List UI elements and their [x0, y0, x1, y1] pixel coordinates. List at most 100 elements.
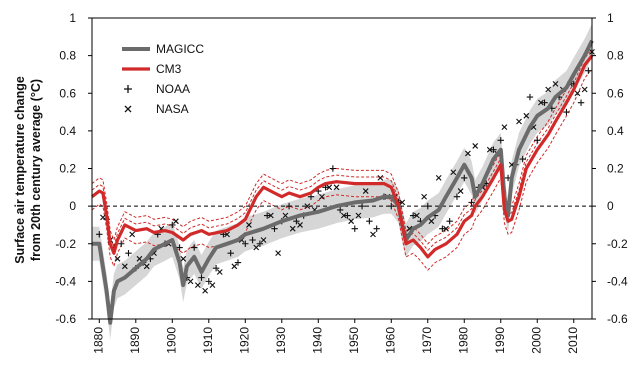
- noaa-point: [190, 244, 198, 251]
- y-tick-label-left: -0.2: [55, 237, 76, 251]
- noaa-point: [577, 99, 585, 106]
- x-tick-label: 1940: [310, 327, 324, 354]
- x-tick-label: 1930: [274, 327, 288, 354]
- nasa-point: [545, 86, 552, 93]
- nasa-point: [435, 175, 442, 181]
- noaa-point: [563, 108, 570, 116]
- noaa-point: [446, 217, 453, 225]
- y-tick-label-right: -0.6: [607, 312, 628, 326]
- y-tick-label-right: 0.8: [607, 49, 624, 63]
- legend-label-magicc: MAGICC: [156, 42, 204, 56]
- noaa-point: [263, 212, 271, 219]
- y-tick-label-left: 0.6: [59, 86, 76, 100]
- nasa-point: [574, 90, 581, 97]
- x-tick-label: 1980: [456, 327, 470, 354]
- x-tick-label: 1880: [91, 327, 105, 354]
- x-tick-label: 1890: [128, 327, 142, 354]
- nasa-point: [355, 212, 362, 219]
- y-tick-label-right: 0.2: [607, 162, 624, 176]
- x-tick-label: 2000: [529, 327, 543, 354]
- noaa-point: [351, 225, 358, 232]
- legend-swatch-noaa: [124, 85, 132, 93]
- y-tick-label-left: 0.2: [59, 162, 76, 176]
- nasa-point: [428, 218, 435, 225]
- nasa-point: [202, 287, 209, 294]
- y-tick-label-left: -0.4: [55, 274, 76, 288]
- nasa-point: [457, 188, 464, 194]
- nasa-point: [121, 263, 128, 270]
- noaa-point: [256, 240, 264, 247]
- noaa-point: [534, 137, 541, 144]
- magicc-uncertainty-band: [92, 23, 592, 340]
- nasa-point: [552, 80, 559, 87]
- noaa-point: [497, 137, 504, 144]
- nasa-point: [516, 118, 522, 125]
- nasa-point: [253, 244, 260, 251]
- y-tick-label-left: 0.8: [59, 49, 76, 63]
- model-series-lines: [91, 39, 594, 325]
- nasa-point: [465, 150, 471, 157]
- noaa-point: [234, 259, 242, 266]
- x-tick-label: 1960: [383, 327, 397, 354]
- y-tick-label-left: 1: [69, 11, 76, 25]
- x-tick-label: 1950: [347, 327, 361, 354]
- nasa-point: [450, 169, 457, 176]
- nasa-point: [173, 218, 179, 225]
- y-tick-label-right: 0.4: [607, 124, 624, 138]
- noaa-point: [526, 93, 534, 101]
- nasa-point: [472, 143, 479, 149]
- noaa-point: [176, 244, 183, 251]
- noaa-point: [461, 174, 468, 182]
- y-tick-label-left: 0: [69, 199, 76, 213]
- noaa-point: [125, 249, 132, 257]
- nasa-point: [187, 278, 194, 285]
- nasa-point: [501, 124, 508, 131]
- noaa-point: [388, 202, 395, 210]
- noaa-point: [293, 217, 300, 225]
- nasa-point: [114, 255, 121, 262]
- y-axis-title-line-2: from 20th century average (°C): [29, 79, 43, 261]
- legend-swatch-nasa: [124, 105, 132, 113]
- noaa-point: [373, 225, 380, 232]
- legend: MAGICC CM3 NOAA NASA: [122, 42, 204, 116]
- x-tick-label: 1910: [201, 327, 215, 354]
- nasa-point: [136, 255, 143, 262]
- magicc-line: [92, 39, 594, 325]
- noaa-point: [409, 212, 417, 219]
- cm3-member-2: [91, 68, 593, 271]
- cm3-line: [91, 54, 594, 259]
- x-tick-label: 1920: [237, 327, 251, 354]
- nasa-point: [362, 188, 369, 194]
- nasa-point: [231, 263, 238, 270]
- noaa-point: [329, 165, 337, 172]
- y-tick-label-right: 0: [607, 199, 614, 213]
- nasa-point: [289, 225, 296, 232]
- nasa-point: [326, 184, 333, 191]
- nasa-point: [333, 184, 340, 191]
- nasa-point: [275, 250, 282, 257]
- noaa-point: [242, 240, 249, 247]
- noaa-point: [344, 212, 351, 219]
- nasa-point: [143, 263, 150, 270]
- noaa-point: [249, 236, 256, 244]
- noaa-point: [468, 199, 475, 206]
- noaa-point: [212, 265, 220, 272]
- nasa-point: [209, 282, 216, 289]
- nasa-point: [282, 212, 289, 219]
- noaa-point: [117, 240, 125, 247]
- nasa-point: [297, 222, 303, 228]
- nasa-point: [421, 193, 428, 200]
- nasa-point: [340, 212, 347, 219]
- nasa-point: [486, 146, 493, 153]
- y-tick-label-right: 0.6: [607, 86, 624, 100]
- noaa-point: [358, 202, 366, 210]
- x-tick-label: 1990: [493, 327, 507, 354]
- noaa-point: [490, 146, 497, 153]
- y-tick-label-right: -0.4: [607, 274, 628, 288]
- y-tick-label-right: 1: [607, 11, 614, 25]
- nasa-point: [538, 99, 544, 106]
- x-tick-label: 2010: [566, 327, 580, 354]
- noaa-point: [198, 274, 205, 281]
- nasa-point: [348, 218, 355, 225]
- nasa-point: [224, 231, 230, 238]
